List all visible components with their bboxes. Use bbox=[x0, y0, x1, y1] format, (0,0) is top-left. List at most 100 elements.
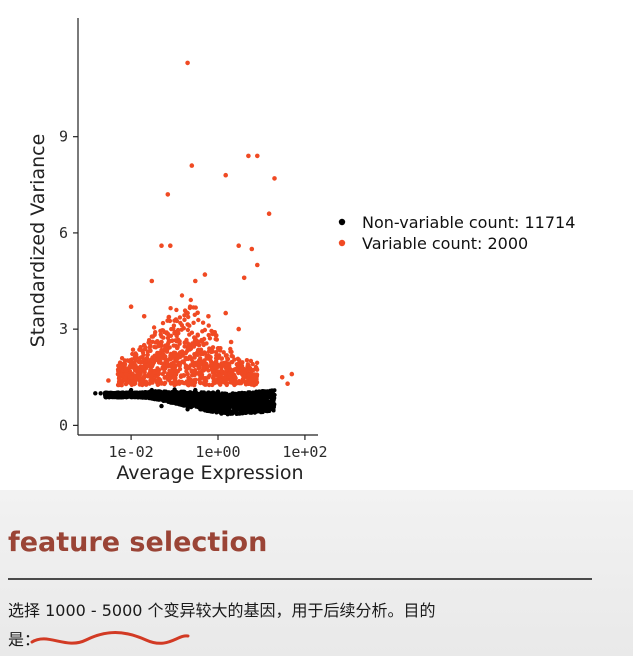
non-variable-point bbox=[184, 403, 189, 408]
non-variable-point bbox=[179, 389, 184, 394]
variable-point bbox=[179, 349, 185, 354]
non-variable-point bbox=[240, 409, 245, 414]
variable-point bbox=[196, 366, 201, 371]
variable-point bbox=[209, 362, 214, 367]
non-variable-point bbox=[270, 402, 275, 407]
non-variable-point bbox=[104, 390, 109, 395]
non-variable-point bbox=[245, 403, 250, 408]
variable-point bbox=[136, 373, 141, 379]
variable-point bbox=[184, 337, 189, 343]
variable-point bbox=[181, 373, 187, 378]
variable-point bbox=[228, 367, 233, 372]
variable-point bbox=[165, 318, 170, 323]
variable-point bbox=[128, 362, 134, 367]
variable-point bbox=[243, 367, 248, 372]
variable-point bbox=[198, 358, 203, 364]
variable-point bbox=[163, 343, 168, 348]
variable-point bbox=[126, 378, 132, 384]
non-variable-point bbox=[204, 395, 209, 399]
variable-point bbox=[254, 360, 260, 365]
variable-point bbox=[155, 339, 160, 344]
variable-point bbox=[195, 332, 200, 337]
variable-point bbox=[188, 355, 193, 360]
non-variable-point bbox=[135, 391, 140, 396]
variable-point bbox=[279, 375, 285, 380]
non-variable-point bbox=[262, 400, 267, 405]
variable-point bbox=[172, 330, 177, 335]
variable-point bbox=[250, 382, 255, 387]
variable-point bbox=[189, 382, 194, 387]
non-variable-point bbox=[221, 392, 226, 397]
non-variable-point bbox=[168, 392, 173, 397]
legend-key bbox=[338, 218, 346, 226]
variable-point bbox=[165, 361, 170, 366]
variable-point bbox=[224, 353, 229, 358]
variable-point bbox=[193, 278, 198, 284]
y-tick-label: 3 bbox=[59, 320, 68, 338]
variable-point bbox=[202, 361, 207, 366]
non-variable-point bbox=[221, 401, 226, 405]
variable-point bbox=[171, 323, 177, 328]
variable-point bbox=[207, 348, 213, 353]
non-variable-point bbox=[258, 409, 263, 414]
non-variable-point bbox=[214, 402, 219, 407]
variable-point bbox=[156, 342, 161, 348]
variable-point bbox=[130, 351, 135, 357]
legend-key bbox=[338, 239, 346, 247]
variable-point bbox=[163, 354, 168, 359]
variable-point bbox=[188, 363, 193, 368]
y-axis-title: Standardized Variance bbox=[27, 134, 49, 348]
variable-point bbox=[201, 368, 206, 373]
non-variable-point bbox=[235, 406, 240, 411]
variable-point bbox=[236, 379, 242, 384]
variable-point bbox=[247, 365, 253, 371]
variable-point bbox=[246, 372, 252, 378]
non-variable-point bbox=[252, 406, 257, 411]
variable-point bbox=[191, 344, 197, 349]
variable-point bbox=[235, 361, 241, 367]
variable-point bbox=[148, 367, 153, 373]
variable-point bbox=[173, 317, 179, 322]
variable-point bbox=[196, 317, 201, 323]
variable-point bbox=[285, 381, 290, 387]
non-variable-point bbox=[243, 411, 248, 415]
variable-point bbox=[204, 382, 209, 387]
variable-point bbox=[115, 371, 121, 377]
non-variable-point bbox=[217, 394, 222, 399]
body-text-line-1: 选择 1000 - 5000 个变异较大的基因，用于后续分析。目的 bbox=[8, 601, 436, 620]
non-variable-point bbox=[179, 402, 183, 407]
title-divider bbox=[8, 578, 592, 580]
non-variable-point bbox=[238, 397, 243, 402]
non-variable-point bbox=[118, 393, 123, 398]
non-variable-point bbox=[183, 394, 188, 399]
variable-point bbox=[165, 335, 171, 341]
variable-point bbox=[185, 327, 191, 333]
non-variable-point bbox=[262, 394, 267, 399]
red-scribble-annotation bbox=[30, 631, 190, 645]
variable-point bbox=[185, 60, 190, 66]
non-variable-point bbox=[140, 391, 145, 396]
variable-point bbox=[223, 310, 228, 316]
variable-point bbox=[133, 351, 138, 356]
variable-point bbox=[201, 336, 207, 342]
non-variable-point bbox=[98, 391, 103, 396]
variable-point bbox=[152, 353, 157, 358]
variable-point bbox=[149, 278, 155, 284]
non-variable-point bbox=[269, 389, 274, 394]
variable-point bbox=[213, 356, 219, 361]
variable-point bbox=[159, 339, 164, 345]
non-variable-point bbox=[251, 409, 256, 414]
variable-point bbox=[148, 343, 153, 348]
slide-title: feature selection bbox=[8, 527, 268, 558]
variable-point bbox=[141, 342, 147, 348]
variable-point bbox=[229, 360, 234, 365]
slide-lower-area bbox=[0, 490, 633, 656]
variable-point bbox=[119, 363, 124, 369]
non-variable-point bbox=[188, 390, 193, 395]
variable-point bbox=[185, 371, 190, 377]
variable-point bbox=[178, 320, 183, 326]
variable-point bbox=[208, 357, 213, 362]
variable-point bbox=[197, 380, 203, 385]
variable-point bbox=[192, 355, 197, 360]
variable-point bbox=[254, 262, 260, 268]
